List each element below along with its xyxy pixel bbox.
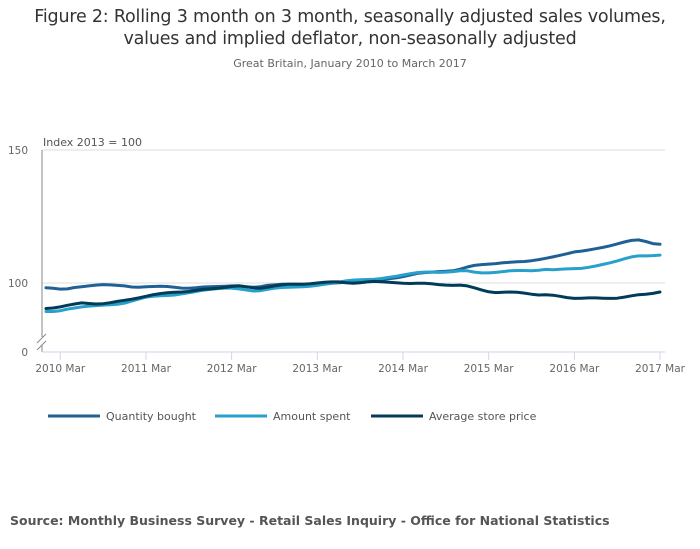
axis-break-mark xyxy=(36,340,47,351)
y-tick-label: 150 xyxy=(8,145,28,157)
x-tick-label: 2012 Mar xyxy=(207,363,258,375)
x-tick-label: 2013 Mar xyxy=(292,363,343,375)
chart-title: Figure 2: Rolling 3 month on 3 month, se… xyxy=(0,6,700,50)
series-line-average-store-price xyxy=(44,279,662,310)
y-tick-label: 100 xyxy=(8,278,28,290)
x-tick-label: 2016 Mar xyxy=(549,363,600,375)
legend: Quantity bought Amount spent Average store… xyxy=(48,410,537,423)
x-tick-label: 2015 Mar xyxy=(464,363,515,375)
x-tick-label: 2011 Mar xyxy=(121,363,172,375)
x-tick-label: 2014 Mar xyxy=(378,363,429,375)
x-tick-label: 2010 Mar xyxy=(35,363,86,375)
y-tick-label: 0 xyxy=(21,347,28,359)
source-note: Source: Monthly Business Survey - Retail… xyxy=(10,513,610,528)
legend-label: Amount spent xyxy=(273,410,351,423)
y-axis: 0 100 150 xyxy=(8,145,47,359)
legend-label: Average store price xyxy=(429,410,537,423)
series-lines xyxy=(44,238,662,313)
chart-title-line-1: Figure 2: Rolling 3 month on 3 month, se… xyxy=(34,7,666,27)
legend-item[interactable]: Amount spent xyxy=(215,410,351,423)
chart-title-line-2: values and implied deflator, non-seasona… xyxy=(123,29,577,49)
gridlines xyxy=(42,149,665,284)
legend-item[interactable]: Average store price xyxy=(371,410,537,423)
axis-break-mark xyxy=(36,333,47,344)
y-axis-label: Index 2013 = 100 xyxy=(43,136,142,149)
x-axis: 2010 Mar 2011 Mar 2012 Mar 2013 Mar 2014 Mar… xyxy=(35,351,686,375)
x-tick-label: 2017 Mar xyxy=(635,363,686,375)
legend-label: Quantity bought xyxy=(106,410,197,423)
series-line-quantity-bought xyxy=(44,238,662,291)
line-chart: 0 100 150 2010 Mar 2011 Mar 2012 Mar 2013 Mar… xyxy=(8,136,686,423)
chart-subtitle: Great Britain, January 2010 to March 201… xyxy=(233,57,467,70)
legend-item[interactable]: Quantity bought xyxy=(48,410,197,423)
